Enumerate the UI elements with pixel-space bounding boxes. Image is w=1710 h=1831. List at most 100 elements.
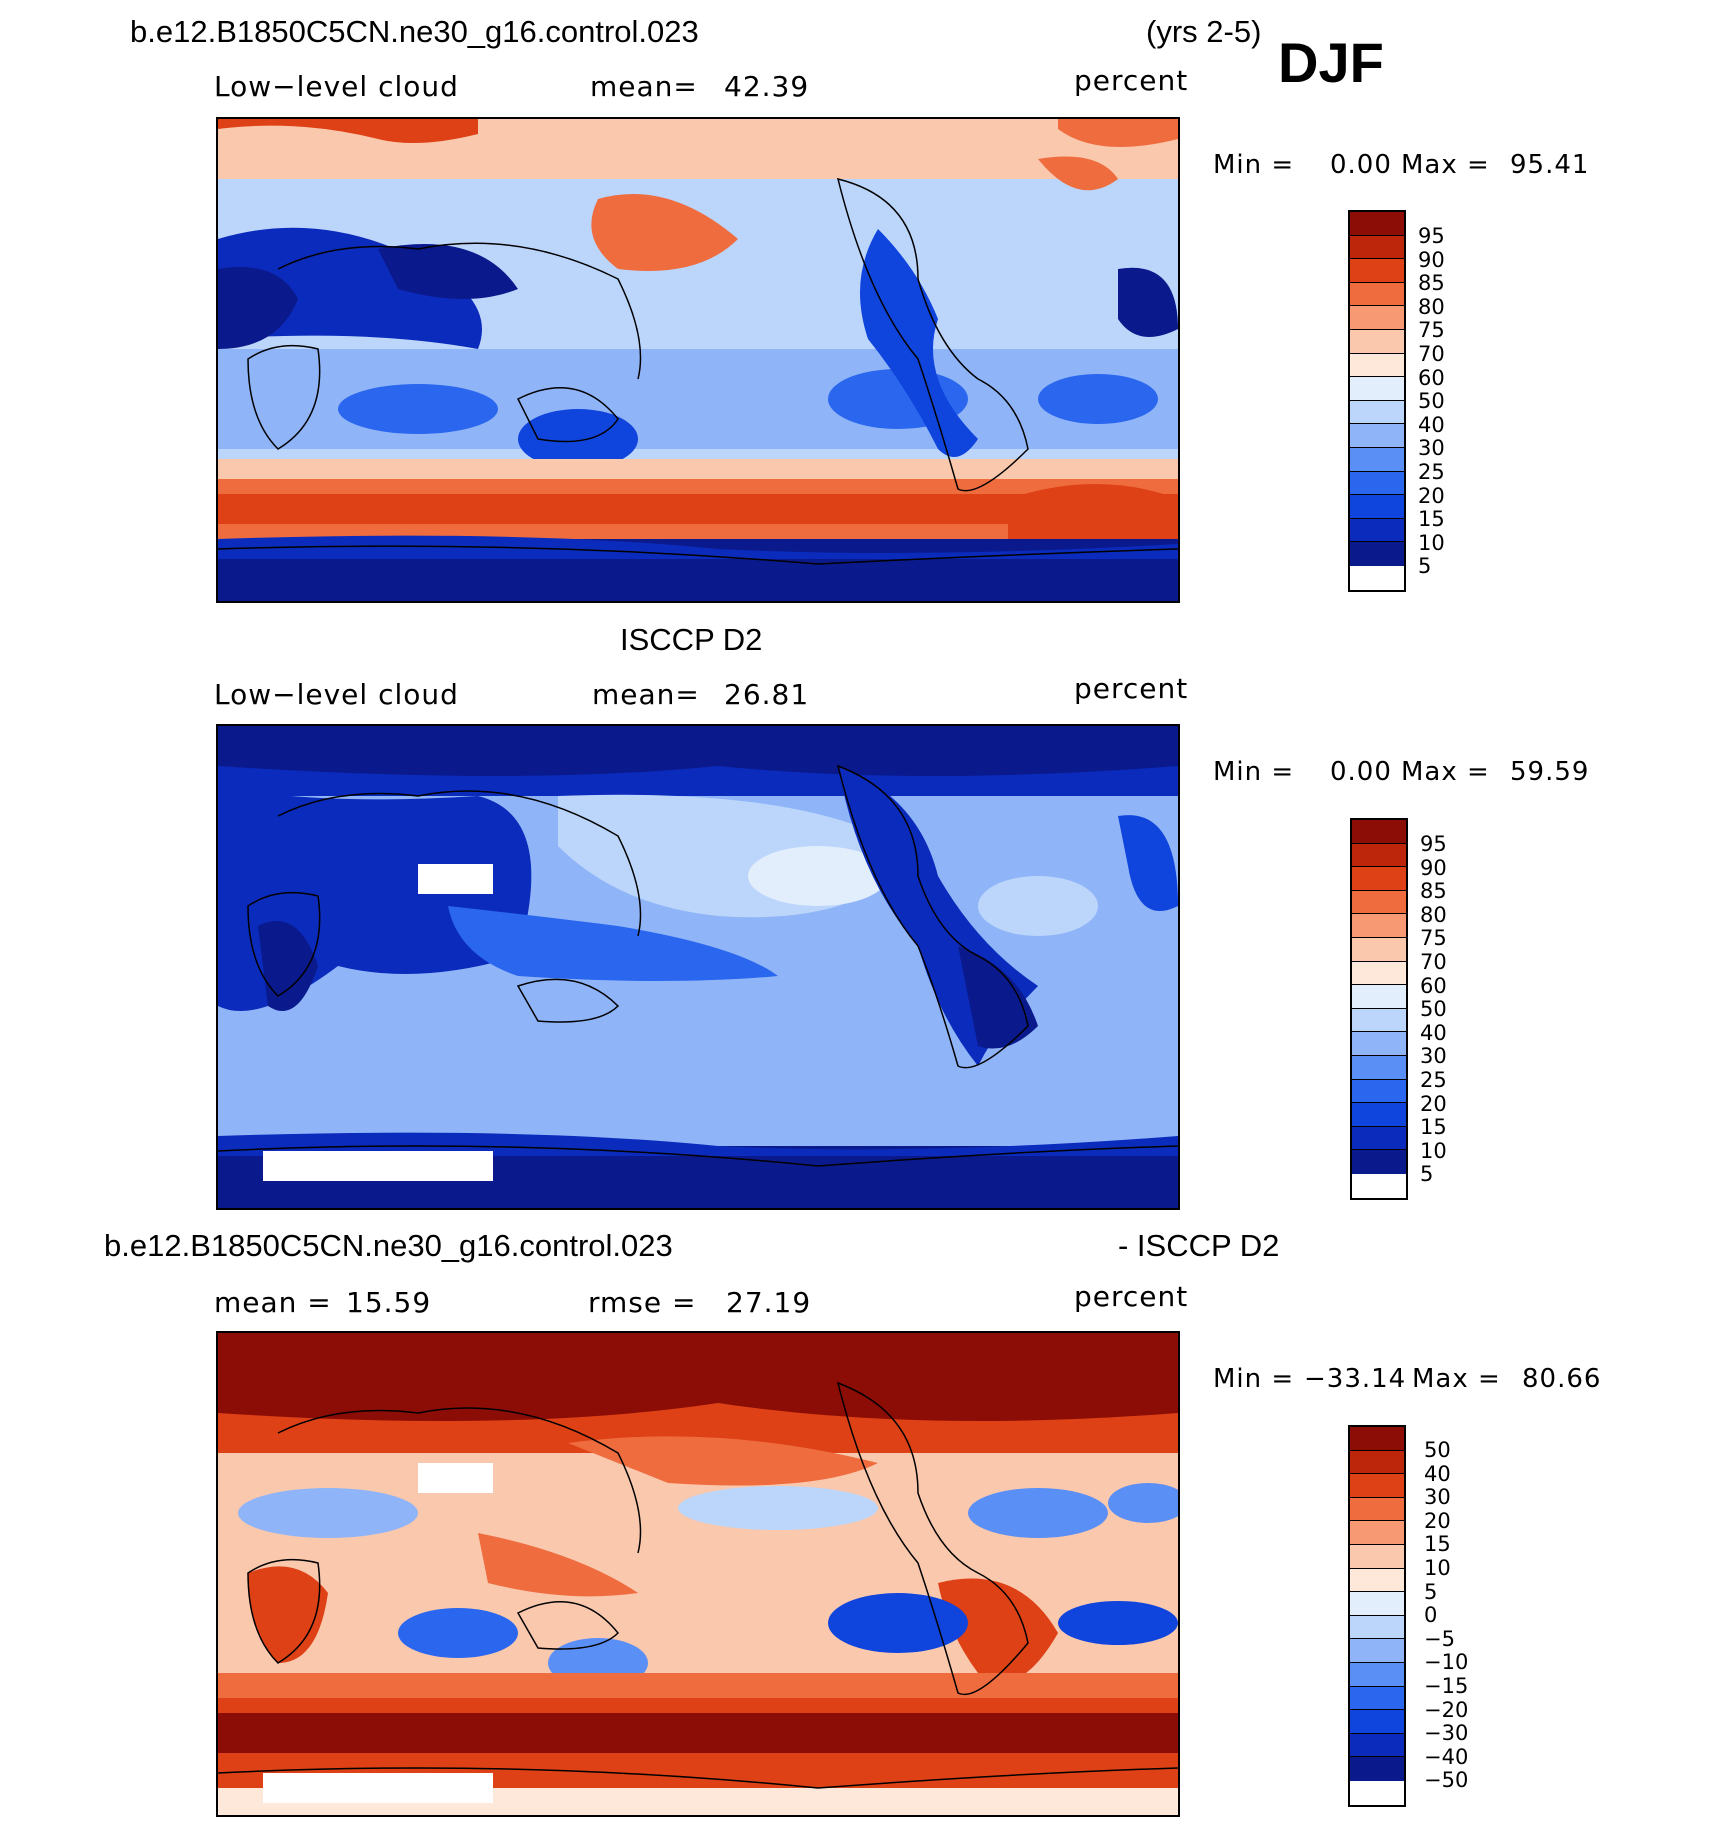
panel2-mean-label: mean= <box>592 678 700 711</box>
panel1-map <box>216 117 1180 603</box>
colorbar-tick-label: 10 <box>1424 1556 1451 1580</box>
panel3-max-label: Max = <box>1412 1364 1501 1394</box>
panel3-rmse-label: rmse = <box>588 1286 697 1319</box>
colorbar-swatch <box>1350 1733 1404 1758</box>
panel3-map <box>216 1331 1180 1817</box>
panel2-max-label: Max = <box>1401 757 1490 787</box>
colorbar-tick-label: 10 <box>1420 1138 1447 1163</box>
colorbar-swatch <box>1350 282 1404 307</box>
colorbar-tick-label: 30 <box>1424 1485 1451 1510</box>
panel1-max-label: Max = <box>1401 150 1490 180</box>
colorbar-tick-label: 80 <box>1418 294 1445 319</box>
colorbar-tick-label: 90 <box>1418 247 1445 272</box>
panel1-variable: Low−level cloud <box>214 70 459 103</box>
colorbar-swatch <box>1350 1497 1404 1522</box>
panel3-mean-label: mean = <box>214 1286 332 1319</box>
panel2-units: percent <box>1074 672 1189 705</box>
colorbar-tick-label: 30 <box>1418 436 1445 461</box>
colorbar-tick-label: 5 <box>1418 554 1432 579</box>
panel3-max-value: 80.66 <box>1522 1364 1602 1394</box>
colorbar-swatch <box>1350 306 1404 330</box>
colorbar-swatch <box>1350 1427 1404 1451</box>
colorbar-tick-label: 85 <box>1420 879 1447 904</box>
colorbar-swatch <box>1352 1055 1406 1080</box>
colorbar-tick-label: −5 <box>1424 1626 1455 1651</box>
colorbar-tick-label: −20 <box>1424 1697 1469 1722</box>
panel1-mean-label: mean= <box>590 70 698 103</box>
colorbar-swatch <box>1352 843 1406 868</box>
colorbar-swatch <box>1350 424 1404 448</box>
colorbar-swatch <box>1350 212 1404 236</box>
colorbar-swatch <box>1350 542 1404 566</box>
colorbar-tick-label: −40 <box>1424 1744 1469 1769</box>
colorbar-tick-label: 70 <box>1420 950 1447 974</box>
colorbar-tick-label: 5 <box>1420 1162 1434 1187</box>
colorbar-tick-label: 20 <box>1418 483 1445 508</box>
colorbar-tick-label: 0 <box>1424 1603 1438 1628</box>
colorbar-swatch <box>1350 1757 1404 1781</box>
colorbar-tick-label: 75 <box>1420 926 1447 951</box>
panel1-min-value: 0.00 <box>1330 150 1392 180</box>
colorbar-tick-label: −15 <box>1424 1674 1469 1698</box>
colorbar-tick-label: 80 <box>1420 902 1447 927</box>
colorbar-tick-label: 70 <box>1418 342 1445 366</box>
colorbar-swatch <box>1350 1450 1404 1475</box>
panel3-mean-value: 15.59 <box>346 1286 432 1319</box>
panel2-colorbar <box>1350 818 1408 1200</box>
colorbar-tick-label: 40 <box>1418 412 1445 437</box>
colorbar-tick-label: −10 <box>1424 1650 1469 1675</box>
colorbar-tick-label: 20 <box>1424 1508 1451 1533</box>
colorbar-swatch <box>1350 1710 1404 1734</box>
colorbar-swatch <box>1352 1150 1406 1174</box>
colorbar-swatch <box>1350 1662 1404 1687</box>
season-label: DJF <box>1278 31 1384 94</box>
colorbar-tick-label: 15 <box>1418 507 1445 532</box>
colorbar-swatch <box>1352 1008 1406 1033</box>
colorbar-tick-label: −30 <box>1424 1721 1469 1746</box>
colorbar-swatch <box>1352 914 1406 938</box>
colorbar-tick-label: 20 <box>1420 1091 1447 1116</box>
colorbar-swatch <box>1352 867 1406 891</box>
panel1-units: percent <box>1074 64 1189 97</box>
panel3-map-svg <box>218 1333 1178 1815</box>
case-title: b.e12.B1850C5CN.ne30_g16.control.023 <box>130 14 699 49</box>
panel3-rmse-value: 27.19 <box>726 1286 812 1319</box>
colorbar-swatch <box>1350 1474 1404 1498</box>
colorbar-swatch <box>1350 1592 1404 1616</box>
colorbar-swatch <box>1350 1521 1404 1545</box>
colorbar-tick-label: 5 <box>1424 1579 1438 1604</box>
colorbar-swatch <box>1350 329 1404 354</box>
panel1-min-label: Min = <box>1213 150 1295 180</box>
panel2-mean-value: 26.81 <box>724 678 810 711</box>
panel3-title-left: b.e12.B1850C5CN.ne30_g16.control.023 <box>104 1228 673 1263</box>
panel2-max-value: 59.59 <box>1510 757 1590 787</box>
colorbar-swatch <box>1352 1079 1406 1104</box>
colorbar-tick-label: −50 <box>1424 1768 1469 1793</box>
colorbar-tick-label: 60 <box>1420 973 1447 998</box>
colorbar-swatch <box>1350 377 1404 401</box>
colorbar-tick-label: 95 <box>1418 224 1445 248</box>
colorbar-swatch <box>1352 985 1406 1009</box>
colorbar-swatch <box>1352 961 1406 986</box>
panel2-variable: Low−level cloud <box>214 678 459 711</box>
colorbar-swatch <box>1350 1544 1404 1569</box>
colorbar-tick-label: 40 <box>1424 1461 1451 1486</box>
colorbar-swatch <box>1350 495 1404 519</box>
colorbar-tick-label: 50 <box>1420 997 1447 1022</box>
colorbar-swatch <box>1350 471 1404 496</box>
colorbar-swatch <box>1352 1032 1406 1056</box>
colorbar-swatch <box>1350 400 1404 425</box>
panel2-map <box>216 724 1180 1210</box>
colorbar-swatch <box>1350 259 1404 283</box>
panel1-map-svg <box>218 119 1178 601</box>
colorbar-tick-label: 50 <box>1418 389 1445 414</box>
panel1-max-value: 95.41 <box>1510 150 1590 180</box>
panel1-mean-value: 42.39 <box>724 70 810 103</box>
colorbar-swatch <box>1352 820 1406 844</box>
panel2-min-label: Min = <box>1213 757 1295 787</box>
colorbar-swatch <box>1350 447 1404 472</box>
panel3-min-value: −33.14 <box>1304 1364 1407 1394</box>
colorbar-tick-label: 15 <box>1420 1115 1447 1140</box>
colorbar-swatch <box>1350 1615 1404 1640</box>
colorbar-swatch <box>1352 1103 1406 1127</box>
